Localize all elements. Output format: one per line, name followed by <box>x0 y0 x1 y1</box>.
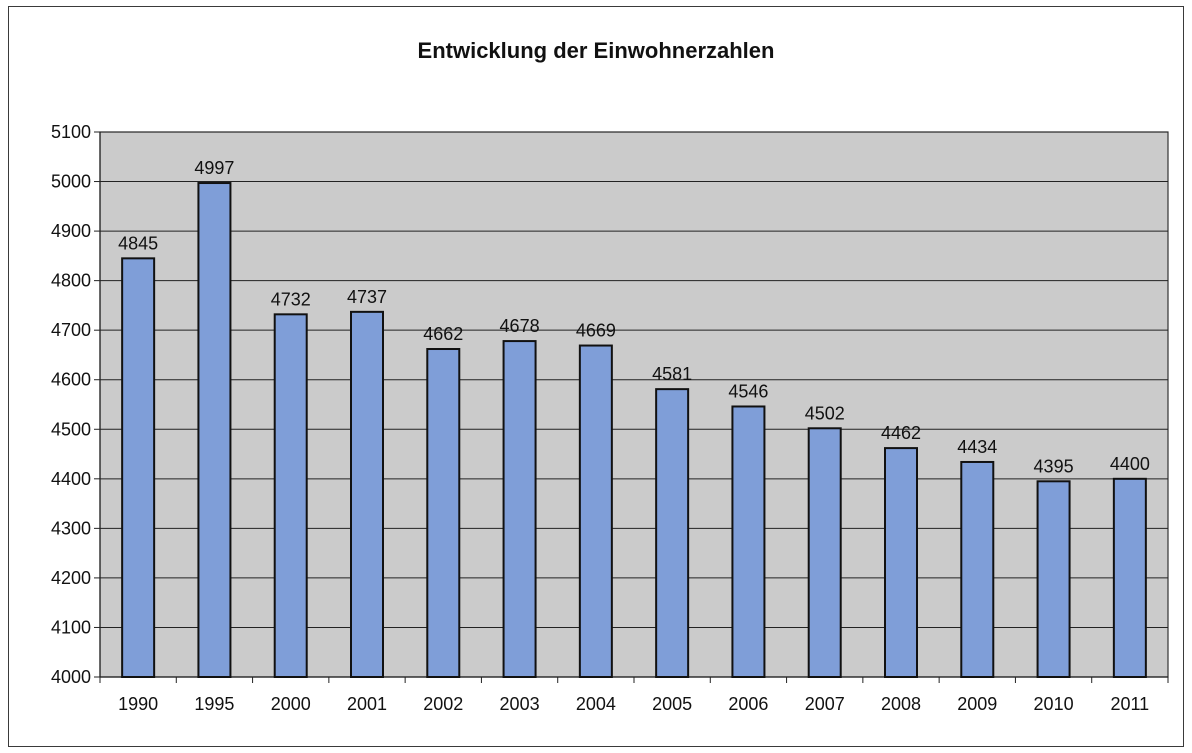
data-label: 4669 <box>576 321 616 341</box>
data-label: 4732 <box>271 289 311 309</box>
bar <box>655 388 690 678</box>
y-tick-label: 4200 <box>51 568 91 588</box>
bar <box>960 460 995 678</box>
data-label: 4581 <box>652 364 692 384</box>
x-tick-label: 2010 <box>1034 694 1074 714</box>
x-tick-label: 2008 <box>881 694 921 714</box>
plot-background <box>99 131 1169 678</box>
data-label: 4434 <box>957 437 997 457</box>
y-tick-label: 4400 <box>51 469 91 489</box>
x-tick-label: 2005 <box>652 694 692 714</box>
data-label: 4502 <box>805 403 845 423</box>
x-tick-label: 2007 <box>805 694 845 714</box>
chart-title: Entwicklung der Einwohnerzahlen <box>417 38 775 63</box>
data-label: 4662 <box>423 324 463 344</box>
x-tick-label: 2009 <box>957 694 997 714</box>
y-tick-label: 4100 <box>51 617 91 637</box>
y-tick-label: 4900 <box>51 221 91 241</box>
data-label: 4845 <box>118 233 158 253</box>
bar <box>350 310 384 678</box>
bar <box>578 344 613 678</box>
x-tick-label: 1990 <box>118 694 158 714</box>
y-tick-label: 5100 <box>51 122 91 142</box>
y-tick-label: 4600 <box>51 370 91 390</box>
y-tick-label: 4500 <box>51 419 91 439</box>
y-tick-label: 4000 <box>51 667 91 687</box>
y-tick-label: 4700 <box>51 320 91 340</box>
x-tick-label: 2000 <box>271 694 311 714</box>
bar <box>121 257 156 678</box>
bar <box>807 427 842 679</box>
data-label: 4678 <box>500 316 540 336</box>
x-tick-label: 2003 <box>500 694 540 714</box>
bar <box>426 348 461 678</box>
bar <box>1036 480 1071 678</box>
x-tick-label: 2002 <box>423 694 463 714</box>
data-label: 4400 <box>1110 454 1150 474</box>
x-tick-label: 2001 <box>347 694 387 714</box>
y-tick-label: 5000 <box>51 172 91 192</box>
x-tick-label: 2006 <box>728 694 768 714</box>
bar <box>502 340 537 678</box>
bar <box>197 182 232 678</box>
bar <box>884 447 918 678</box>
data-label: 4395 <box>1034 456 1074 476</box>
y-tick-label: 4800 <box>51 271 91 291</box>
y-tick-label: 4300 <box>51 518 91 538</box>
bar <box>273 313 308 678</box>
x-tick-label: 2011 <box>1110 694 1149 714</box>
data-label: 4462 <box>881 423 921 443</box>
data-label: 4997 <box>194 158 234 178</box>
x-tick-label: 2004 <box>576 694 616 714</box>
bar <box>731 405 766 678</box>
data-label: 4737 <box>347 287 387 307</box>
x-tick-label: 1995 <box>194 694 234 714</box>
bar <box>1112 477 1147 678</box>
data-label: 4546 <box>728 381 768 401</box>
